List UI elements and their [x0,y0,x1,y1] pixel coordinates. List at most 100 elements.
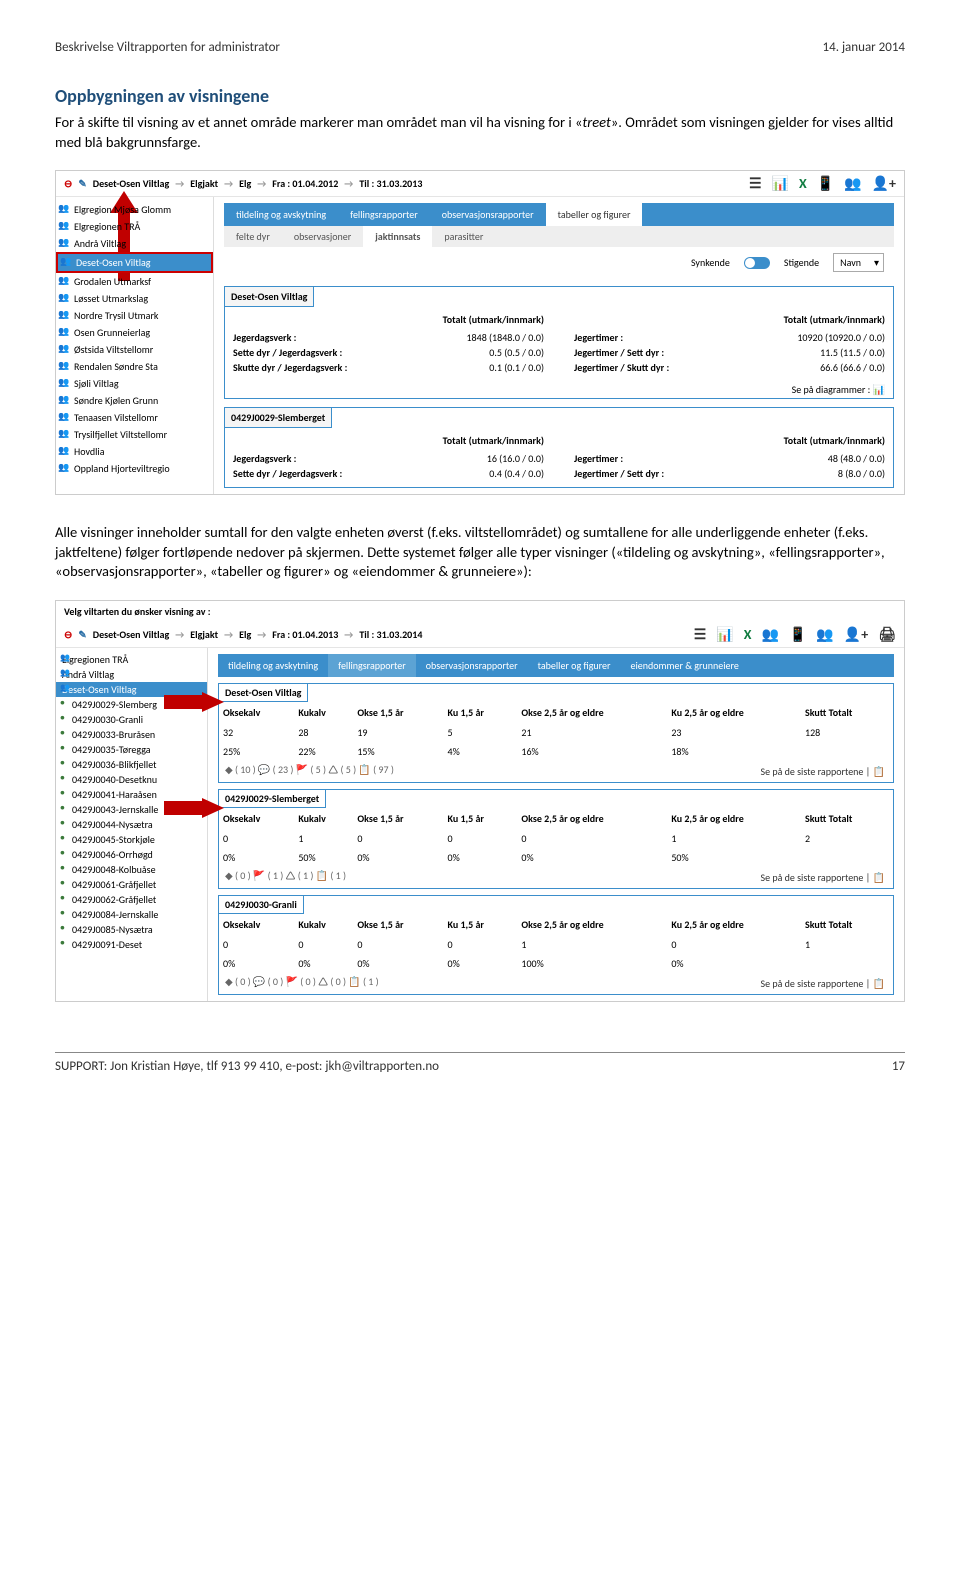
tree-item[interactable]: 0429J0044-Nysætra [56,817,207,832]
add-user-icon[interactable]: 👤+ [872,175,896,192]
tree-item[interactable]: 0429J0033-Bruråsen [56,727,207,742]
cell: 1 [801,935,893,954]
tab[interactable]: tildeling og avskytning [224,203,338,226]
group-icon[interactable]: 👥 [762,626,779,643]
tree-item[interactable]: Tenaasen Vilstellomr [56,409,213,426]
print-icon[interactable]: 🖨 [878,626,896,643]
tree-item[interactable]: 0429J0036-Blikfjellet [56,757,207,772]
tree-item[interactable]: 0429J0062-Gråfjellet [56,892,207,907]
tree-item[interactable]: 0429J0040-Desetknu [56,772,207,787]
tree-item[interactable]: 0429J0045-Storkjøle [56,832,207,847]
tab[interactable]: eiendommer & grunneiere [620,654,748,677]
tree-item[interactable]: 0429J0048-Kolbuåse [56,862,207,877]
tree-item[interactable]: Løsset Utmarkslag [56,290,213,307]
tree-item[interactable]: Nordre Trysil Utmark [56,307,213,324]
bc-item[interactable]: Til : 31.03.2014 [359,628,422,641]
sort-toggle[interactable] [744,257,770,269]
tab[interactable]: observasjonsrapporter [416,654,528,677]
tree-item[interactable]: 0429J0085-Nysætra [56,922,207,937]
tree-item[interactable]: 0429J0046-Orrhøgd [56,847,207,862]
add-user-icon[interactable]: 👤+ [844,626,868,643]
bc-item[interactable]: Elgjakt [190,628,218,641]
tree-item[interactable]: Sjøli Viltlag [56,375,213,392]
excel-icon[interactable]: X [799,175,807,192]
tree-item[interactable]: Elgregionen TRÅ [56,218,213,235]
bc-item[interactable]: Elg [239,177,251,190]
tree-item[interactable]: Osen Grunneierlag [56,324,213,341]
paragraph-2: Alle visninger inneholder sumtall for de… [55,523,905,582]
stat-label: Skutte dyr / Jegerdagsverk : [233,361,347,374]
sub-tab[interactable]: observasjoner [282,226,363,247]
tree-item[interactable]: Deset-Osen Viltlag [56,252,213,273]
bc-item[interactable]: Elg [239,628,251,641]
list-icon[interactable]: ☰ [749,175,762,192]
main-tabs-2: tildeling og avskytningfellingsrapporter… [218,654,894,677]
tab[interactable]: tabeller og figurer [546,203,643,226]
doc-footer: SUPPORT: Jon Kristian Høye, tlf 913 99 4… [55,1052,905,1074]
tree-item[interactable]: Oppland Hjorteviltregio [56,460,213,477]
stat-label: Jegertimer / Skutt dyr : [574,361,669,374]
sort-bar: Synkende Stigende Navn [224,247,894,278]
report-link[interactable]: Se på de siste rapportene | 📋 [753,869,893,886]
bc-item[interactable]: Fra : 01.04.2013 [272,628,338,641]
sub-tab[interactable]: jaktinnsats [363,226,432,247]
tree-item[interactable]: Elgregion Mjøsa Glomm [56,201,213,218]
doc-header: Beskrivelse Viltrapporten for administra… [55,40,905,55]
tree-item[interactable]: 0429J0030-Granli [56,712,207,727]
tree-item[interactable]: 0429J0084-Jernskalle [56,907,207,922]
tab[interactable]: observasjonsrapporter [430,203,546,226]
pencil-icon[interactable]: ✎ [78,628,86,641]
tree-item[interactable]: Hovdlia [56,443,213,460]
chart-icon[interactable]: 📊 [772,175,789,192]
sort-dropdown[interactable]: Navn [833,253,884,272]
tree-item[interactable]: Søndre Kjølen Grunn [56,392,213,409]
bc-item[interactable]: Elgjakt [190,177,218,190]
tree-item[interactable]: Rendalen Søndre Sta [56,358,213,375]
stat-value: 0.1 (0.1 / 0.0) [489,361,544,374]
tab[interactable]: tabeller og figurer [528,654,621,677]
mobile-icon[interactable]: 📱 [817,175,834,192]
doc-header-left: Beskrivelse Viltrapporten for administra… [55,40,280,55]
tab[interactable]: fellingsrapporter [338,203,430,226]
sub-tab[interactable]: felte dyr [224,226,282,247]
stat-label: Jegertimer / Sett dyr : [574,467,664,480]
cell: 21 [517,723,667,742]
col-header: Oksekalv [219,914,294,935]
tab[interactable]: fellingsrapporter [328,654,416,677]
users-icon[interactable]: 👥 [816,626,833,643]
mobile-icon[interactable]: 📱 [789,626,806,643]
chart-icon[interactable]: 📊 [716,626,733,643]
tree-item[interactable]: Elgregionen TRÅ [56,652,207,667]
tree-item[interactable]: Grodalen Utmarksf [56,273,213,290]
pencil-icon[interactable]: ✎ [78,177,86,190]
screenshot-2: Velg viltarten du ønsker visning av : ⊖ … [55,600,905,1002]
diagram-link[interactable]: Se på diagrammer : 📊 [225,381,893,398]
tab[interactable]: tildeling og avskytning [218,654,328,677]
excel-icon[interactable]: X [744,626,752,643]
report-link[interactable]: Se på de siste rapportene | 📋 [753,763,893,780]
tree-item[interactable]: Andrå Viltlag [56,667,207,682]
stat-value: 66.6 (66.6 / 0.0) [820,361,885,374]
tree-item[interactable]: 0429J0061-Gråfjellet [56,877,207,892]
cell: 0 [517,829,667,848]
tree-item[interactable]: 0429J0035-Tøregga [56,742,207,757]
stat-label: Jegertimer / Sett dyr : [574,346,664,359]
list-icon[interactable]: ☰ [694,626,707,643]
tree-item[interactable]: Andrå Viltlag [56,235,213,252]
col-header: Okse 1,5 år [353,702,443,723]
cell: 0 [444,935,518,954]
tree-item[interactable]: Østsida Viltstellomr [56,341,213,358]
felling-table: OksekalvKukalvOkse 1,5 årKu 1,5 årOkse 2… [219,914,893,973]
users-icon[interactable]: 👥 [844,175,861,192]
sub-tab[interactable]: parasitter [432,226,495,247]
tree-item[interactable]: 0429J0091-Deset [56,937,207,952]
bc-item[interactable]: Deset-Osen Viltlag [93,177,169,190]
cell: 0% [294,954,353,973]
tree-item[interactable]: Trysilfjellet Viltstellomr [56,426,213,443]
col-header: Ku 1,5 år [444,808,518,829]
bc-item[interactable]: Fra : 01.04.2012 [272,177,338,190]
bc-item[interactable]: Deset-Osen Viltlag [93,628,169,641]
bc-item[interactable]: Til : 31.03.2013 [359,177,422,190]
report-link[interactable]: Se på de siste rapportene | 📋 [753,975,893,992]
cell: 0% [219,954,294,973]
